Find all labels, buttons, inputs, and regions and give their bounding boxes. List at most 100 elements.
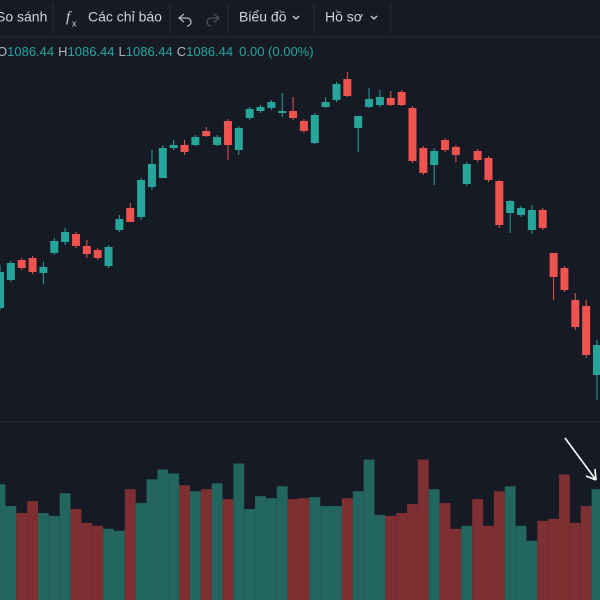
candle-body <box>71 234 80 246</box>
volume-bar <box>407 504 418 600</box>
candle-body <box>571 300 580 327</box>
volume-bar <box>287 499 299 600</box>
volume-bar <box>396 512 408 600</box>
volume-bar <box>265 498 277 600</box>
redo-button[interactable] <box>206 13 221 27</box>
candle-body <box>386 98 395 105</box>
volume-bar <box>341 498 353 600</box>
volume-bar <box>374 514 386 600</box>
volume-bar <box>113 530 125 600</box>
candle-body <box>115 219 124 230</box>
volume-bar <box>70 509 82 600</box>
candle-body <box>191 137 200 145</box>
candle-body <box>82 246 91 254</box>
volume-bar <box>27 501 38 600</box>
volume-bar <box>81 522 93 600</box>
candle-body <box>17 260 26 268</box>
volume-bar <box>450 528 462 600</box>
candle-body <box>484 158 493 180</box>
undo-button[interactable] <box>177 13 192 27</box>
volume-bar <box>276 486 288 600</box>
volume-bar <box>439 503 451 600</box>
candle-body <box>234 128 243 150</box>
candle-body <box>354 116 363 128</box>
candle-body <box>256 107 265 111</box>
legend: O1086.44 H1086.44 L1086.44 C1086.44 0.00 (0.… <box>0 44 314 59</box>
volume-bar <box>59 493 71 600</box>
volume-bar <box>179 485 190 600</box>
volume-bar <box>472 499 484 600</box>
candle-body <box>365 99 374 107</box>
volume-bar <box>298 498 310 600</box>
fx-icon[interactable]: f <box>66 9 72 25</box>
indicators-button[interactable]: Các chỉ báo <box>88 9 162 25</box>
candle-body <box>6 263 15 280</box>
volume-bar <box>103 528 114 600</box>
volume-bar <box>493 491 505 600</box>
volume-bar <box>331 506 342 600</box>
candle-body <box>267 102 276 108</box>
legend-high-label: H <box>58 44 67 59</box>
candle-body <box>245 109 254 118</box>
toolbar-bg <box>0 0 600 37</box>
volume-bar <box>16 512 28 600</box>
candle-body <box>0 272 4 308</box>
volume-bar <box>548 518 560 600</box>
volume-bar <box>309 497 321 600</box>
candle-body <box>299 121 308 131</box>
volume-bar <box>5 506 17 600</box>
volume-bar <box>417 459 429 600</box>
candle-body <box>527 210 536 230</box>
legend-open: 1086.44 <box>7 44 54 59</box>
candle-body <box>375 97 384 105</box>
legend-high: 1086.44 <box>68 44 115 59</box>
volume-bar <box>189 491 201 600</box>
legend-low-label: L <box>119 44 126 59</box>
volume-bar <box>537 520 549 600</box>
candle-body <box>593 345 600 375</box>
candle-body <box>202 131 211 136</box>
candle-body <box>473 151 482 160</box>
candle-body <box>169 145 178 148</box>
candle-body <box>343 79 352 96</box>
legend-open-label: O <box>0 44 7 59</box>
candle-body <box>147 164 156 187</box>
candle-body <box>517 208 526 215</box>
candle-body <box>538 210 547 228</box>
candle-body <box>582 306 591 355</box>
volume-bar <box>352 491 364 600</box>
volume-bar <box>0 484 6 600</box>
volume-bar <box>428 489 440 600</box>
candle-body <box>495 181 504 225</box>
volume-bar <box>483 525 494 600</box>
legend-close-label: C <box>177 44 186 59</box>
volume-bar <box>559 474 570 600</box>
volume-bar <box>526 540 538 600</box>
candle-body <box>419 148 428 173</box>
volume-bar <box>461 525 473 600</box>
volume-bar <box>168 473 180 600</box>
candle-body <box>397 92 406 105</box>
volume-bar <box>515 525 527 600</box>
volume-bar <box>37 512 49 600</box>
arrow-annotation <box>564 437 597 481</box>
legend-close: 1086.44 <box>186 44 233 59</box>
volume-bar <box>320 506 332 600</box>
candle-body <box>451 147 460 155</box>
candle-body <box>28 258 37 272</box>
volume-bar <box>211 483 223 600</box>
candle-body <box>137 180 146 217</box>
candle-body <box>61 232 70 242</box>
volume-bar <box>255 496 266 600</box>
candle-body <box>126 208 135 222</box>
profile-button[interactable]: Hồ sơ <box>325 9 363 25</box>
compare-button[interactable]: So sánh <box>0 9 47 25</box>
candle-body <box>332 84 341 100</box>
volume-bar <box>222 499 234 600</box>
candle-body <box>104 247 113 266</box>
candle-body <box>441 140 450 150</box>
candle-body <box>310 115 319 143</box>
legend-low: 1086.44 <box>126 44 173 59</box>
chart-button[interactable]: Biểu đồ <box>239 9 287 25</box>
